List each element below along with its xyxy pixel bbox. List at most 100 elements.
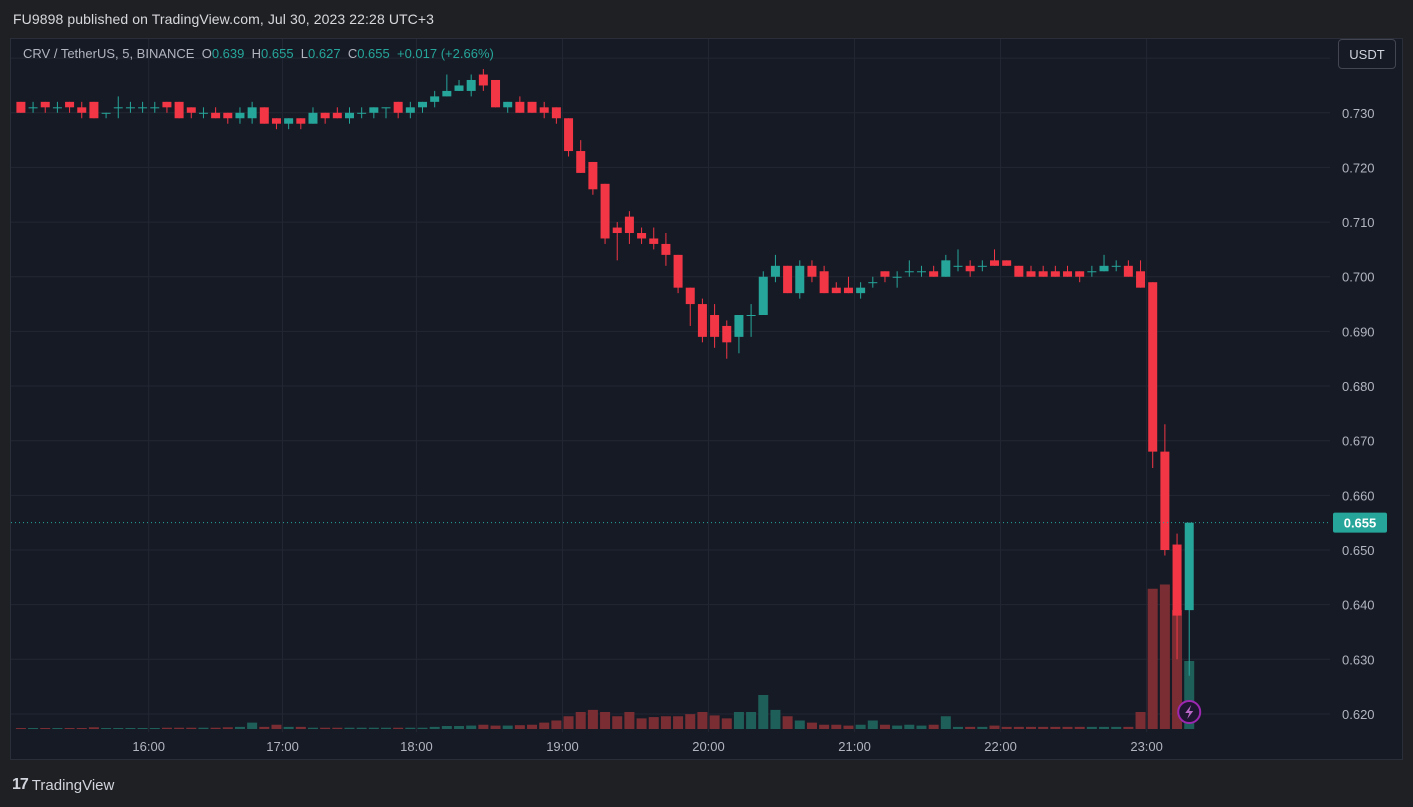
candle-body [843, 287, 853, 294]
candle-body [1160, 451, 1170, 551]
time-axis: 16:00 17:00 18:00 19:00 20:00 21:00 22:00 23:00 [132, 739, 1162, 754]
volume-bar [1001, 726, 1012, 729]
volume-bar [600, 712, 611, 729]
candle-body [211, 112, 221, 119]
candle-body [332, 112, 342, 119]
candle-body [710, 314, 720, 337]
y-tick-label: 0.640 [1342, 598, 1375, 613]
volume-bar [952, 726, 963, 729]
candle-body [1136, 271, 1146, 288]
volume-bar [1038, 726, 1049, 729]
candle-body [868, 282, 878, 284]
y-tick-label: 0.680 [1342, 379, 1375, 394]
candle-body [1002, 260, 1012, 266]
candle-body [600, 183, 610, 239]
candle-body [271, 118, 281, 124]
volume-bar [283, 726, 294, 729]
volume-bar [965, 726, 976, 729]
volume-bar [527, 724, 538, 729]
candle-body [442, 90, 452, 97]
candle-body [819, 271, 829, 294]
volume-bar [1074, 726, 1085, 729]
candle-body [1087, 271, 1097, 273]
volume-bar [551, 720, 562, 729]
volume-bar [794, 720, 805, 729]
candle-body [637, 233, 647, 239]
volume-bar [843, 725, 854, 729]
volume-bar [733, 712, 744, 729]
volume-bar [624, 712, 635, 729]
candle-body [466, 79, 476, 91]
volume-bar [1086, 726, 1097, 729]
candle-body [539, 107, 549, 113]
tradingview-logo[interactable]: 17 TradingView [12, 776, 114, 794]
candle-body [186, 107, 196, 113]
volume-bar [332, 727, 343, 729]
candle-body [697, 304, 707, 337]
volume-bar [746, 712, 757, 729]
volume-bar [125, 728, 136, 729]
volume-bar [819, 724, 830, 729]
volume-bar [101, 728, 112, 729]
candles [16, 69, 1194, 676]
candle-body [1123, 265, 1133, 277]
tradingview-brand-text: TradingView [31, 776, 115, 794]
currency-button[interactable]: USDT [1338, 39, 1396, 69]
x-tick-label: 20:00 [692, 739, 725, 754]
volume-bar [636, 718, 647, 729]
x-tick-label: 21:00 [838, 739, 871, 754]
volume-bar [1026, 726, 1037, 729]
volume-bar [320, 727, 331, 729]
candle-body [198, 112, 208, 114]
volume-bar [161, 727, 172, 729]
candle-body [308, 112, 318, 124]
chart-grid [11, 39, 1330, 732]
open-label: O [201, 46, 212, 61]
volume-bar [977, 726, 988, 729]
volume-bar [867, 720, 878, 729]
volume-bar [1135, 712, 1146, 729]
candle-body [722, 325, 732, 343]
volume-bar [405, 727, 416, 729]
candle-body [624, 216, 634, 234]
candle-body [344, 112, 354, 119]
low-value: 0.627 [308, 46, 341, 61]
candle-body [965, 265, 975, 272]
y-tick-label: 0.700 [1342, 270, 1375, 285]
volume-bar [454, 726, 465, 729]
candle-body [527, 101, 537, 113]
volume-bar [259, 726, 270, 729]
volume-bar [1184, 661, 1195, 729]
candle-body [990, 260, 999, 266]
volume-bar [928, 724, 939, 729]
x-tick-label: 16:00 [132, 739, 165, 754]
volume-bar [575, 712, 586, 729]
volume-bar [892, 725, 903, 729]
candle-body [478, 74, 488, 86]
candle-body [576, 151, 586, 173]
candle-body [1111, 265, 1121, 267]
volume-bar [88, 727, 99, 729]
volume-bar [831, 724, 842, 729]
candle-body [916, 271, 926, 273]
volume-bar [989, 725, 1000, 729]
y-tick-label: 0.710 [1342, 215, 1375, 230]
volume-bar [721, 718, 732, 729]
candle-body [661, 243, 671, 255]
volume-bar [539, 722, 550, 729]
volume-bar [1172, 610, 1183, 729]
volume-bar [697, 712, 708, 729]
published-text: FU9898 published on TradingView.com, Jul… [13, 11, 435, 27]
candle-body [491, 79, 501, 108]
volume-bar [429, 726, 440, 729]
close-value: 0.655 [357, 46, 390, 61]
chart-panel[interactable] [10, 38, 1403, 760]
candle-body [588, 161, 598, 190]
candle-body [1026, 271, 1036, 277]
volume-bar [685, 714, 696, 729]
volume-bar [855, 724, 866, 729]
volume-bars [15, 584, 1195, 729]
candle-body [1172, 544, 1182, 616]
symbol-name[interactable]: CRV / TetherUS, 5, BINANCE [23, 46, 195, 61]
